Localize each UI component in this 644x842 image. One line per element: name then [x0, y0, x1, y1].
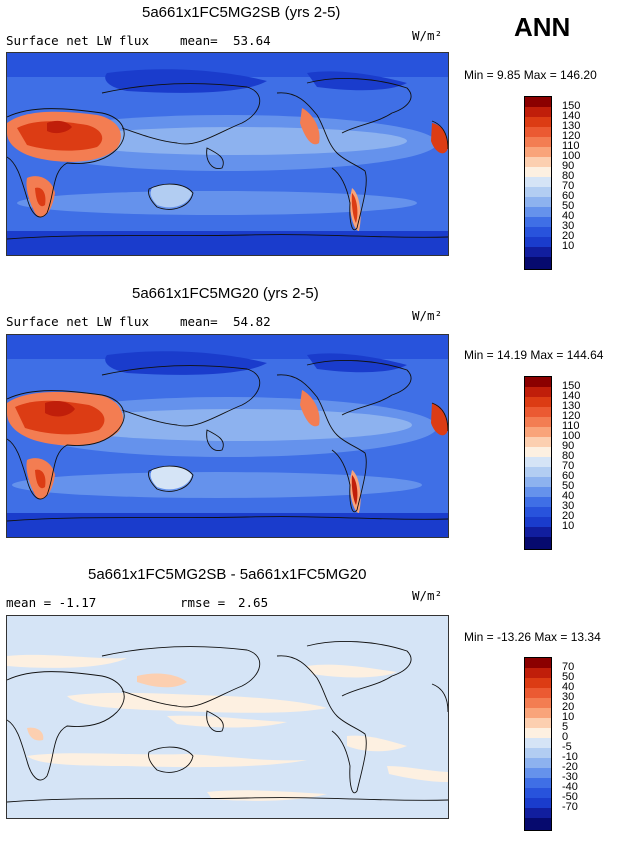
colorbar-label: 40 [562, 490, 575, 502]
panel1-colorbar [524, 96, 552, 270]
colorbar-label: 120 [562, 130, 581, 142]
colorbar-label: 140 [562, 390, 581, 402]
panel2-stat-value: 54.82 [233, 314, 271, 329]
panel1-range: Min = 9.85 Max = 146.20 [464, 68, 597, 82]
panel2-stat-label: mean= [180, 314, 218, 329]
colorbar-label: 40 [562, 210, 575, 222]
colorbar-label: 20 [562, 701, 575, 713]
colorbar-label: 20 [562, 510, 575, 522]
colorbar-label: 0 [562, 731, 569, 743]
colorbar-label: 30 [562, 691, 575, 703]
colorbar-label: 60 [562, 470, 575, 482]
panel3-units: W/m² [412, 588, 443, 603]
colorbar-label: -20 [562, 761, 578, 773]
panel1-variable-label: Surface net LW flux [6, 33, 149, 48]
colorbar-label: 150 [562, 380, 581, 392]
colorbar-label: 100 [562, 430, 581, 442]
colorbar-label: 120 [562, 410, 581, 422]
colorbar-label: 70 [562, 460, 575, 472]
colorbar-label: 30 [562, 500, 575, 512]
panel3-mean-label: mean = -1.17 [6, 595, 97, 610]
panel3-colorbar [524, 657, 552, 831]
colorbar-label: 110 [562, 420, 580, 432]
colorbar-label: 60 [562, 190, 575, 202]
colorbar-label: 5 [562, 721, 569, 733]
colorbar-label: 70 [562, 180, 575, 192]
colorbar-label: -50 [562, 791, 578, 803]
panel3-stat-label: rmse = [180, 595, 226, 610]
panel2-variable-label: Surface net LW flux [6, 314, 149, 329]
colorbar-label: 70 [562, 661, 575, 673]
colorbar-label: -10 [562, 751, 578, 763]
colorbar-label: 10 [562, 240, 575, 252]
panel1-stat-value: 53.64 [233, 33, 271, 48]
panel1-title: 5a661x1FC5MG2SB (yrs 2-5) [142, 4, 341, 21]
panel3-map [6, 615, 449, 819]
panel2-units: W/m² [412, 308, 443, 323]
colorbar-label: 10 [562, 711, 575, 723]
season-label: ANN [514, 12, 571, 42]
colorbar-label: 150 [562, 100, 581, 112]
colorbar-label: 130 [562, 120, 581, 132]
colorbar-label: 100 [562, 150, 581, 162]
colorbar-label: -70 [562, 801, 578, 813]
colorbar-label: 10 [562, 520, 575, 532]
panel3-range: Min = -13.26 Max = 13.34 [464, 630, 601, 644]
panel1-stat-label: mean= [180, 33, 218, 48]
colorbar-label: 40 [562, 681, 575, 693]
panel1-map [6, 52, 449, 256]
colorbar-label: 20 [562, 230, 575, 242]
panel1-units: W/m² [412, 28, 443, 43]
colorbar-label: 30 [562, 220, 575, 232]
panel2-title: 5a661x1FC5MG20 (yrs 2-5) [132, 285, 319, 302]
colorbar-label: 90 [562, 160, 575, 172]
colorbar-label: -40 [562, 781, 578, 793]
colorbar-label: -5 [562, 741, 572, 753]
colorbar-label: 80 [562, 170, 575, 182]
panel3-stat-value: 2.65 [238, 595, 269, 610]
colorbar-label: 110 [562, 140, 580, 152]
colorbar-label: 50 [562, 200, 575, 212]
panel3-title: 5a661x1FC5MG2SB - 5a661x1FC5MG20 [88, 566, 367, 583]
colorbar-label: 140 [562, 110, 581, 122]
panel2-colorbar [524, 376, 552, 550]
panel2-range: Min = 14.19 Max = 144.64 [464, 348, 604, 362]
colorbar-label: 130 [562, 400, 581, 412]
colorbar-label: 50 [562, 480, 575, 492]
colorbar-label: 90 [562, 440, 575, 452]
colorbar-label: -30 [562, 771, 578, 783]
colorbar-label: 50 [562, 671, 575, 683]
panel2-map [6, 334, 449, 538]
colorbar-label: 80 [562, 450, 575, 462]
